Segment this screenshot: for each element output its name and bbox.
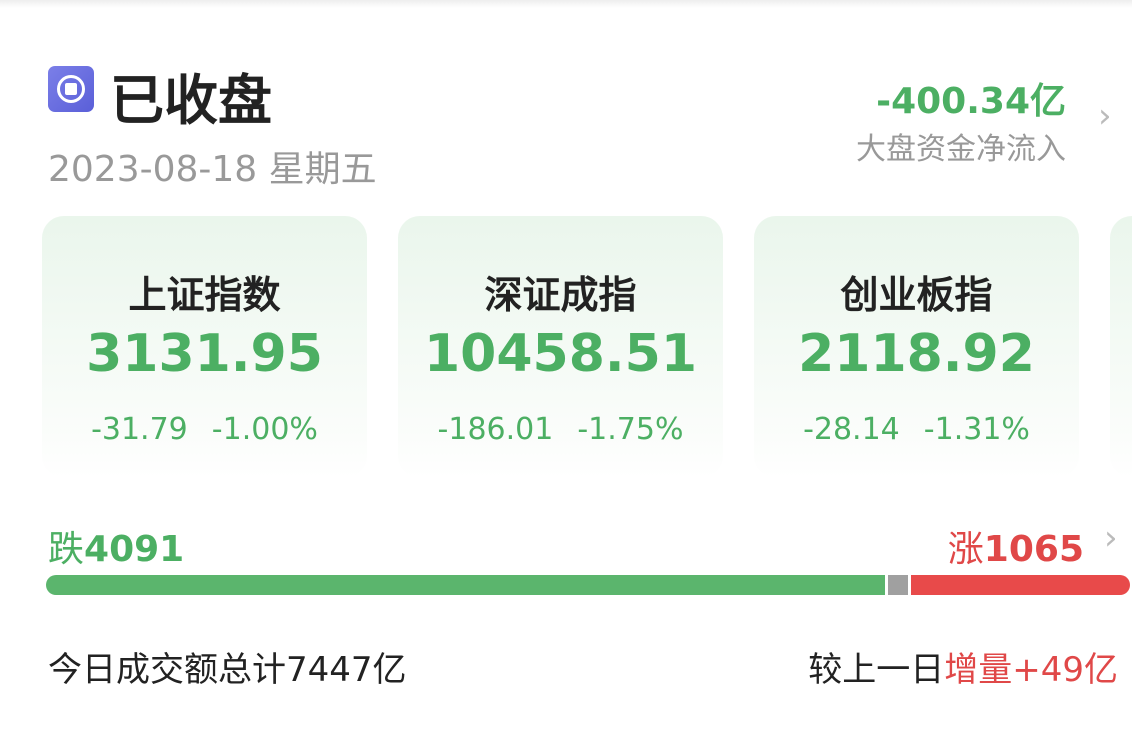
turnover-compare: 较上一日增量+49亿 [808, 650, 1118, 690]
net-flow-label[interactable]: 大盘资金净流入 [856, 132, 1066, 167]
index-card-shanghai[interactable]: 上证指数 3131.95 -31.79 -1.00% [42, 216, 367, 478]
fall-bar [46, 575, 886, 595]
index-change: -31.79 -1.00% [91, 412, 318, 447]
rise-count[interactable]: 涨1065 [947, 529, 1084, 570]
turnover-total: 今日成交额总计7447亿 [48, 650, 407, 690]
index-change: -186.01 -1.75% [437, 412, 684, 447]
index-change: -28.14 -1.31% [803, 412, 1030, 447]
rise-bar [911, 575, 1130, 595]
index-card-partial[interactable] [1110, 216, 1132, 478]
net-flow-value[interactable]: -400.34亿 [876, 81, 1066, 122]
index-value: 3131.95 [86, 324, 323, 384]
index-name: 深证成指 [484, 273, 637, 317]
index-value: 2118.92 [798, 324, 1035, 384]
top-divider [0, 0, 1132, 8]
market-status: 已收盘 [110, 69, 272, 132]
chevron-right-icon[interactable]: › [1098, 96, 1112, 136]
fall-count: 跌4091 [48, 529, 185, 570]
index-name: 上证指数 [128, 273, 281, 317]
index-name: 创业板指 [840, 273, 993, 317]
index-value: 10458.51 [423, 324, 698, 384]
market-closed-icon [48, 66, 94, 112]
trade-date: 2023-08-18 星期五 [48, 149, 377, 190]
chevron-right-icon[interactable]: › [1104, 518, 1118, 558]
flat-bar [888, 575, 909, 595]
index-card-shenzhen[interactable]: 深证成指 10458.51 -186.01 -1.75% [398, 216, 723, 478]
index-card-chinext[interactable]: 创业板指 2118.92 -28.14 -1.31% [754, 216, 1079, 478]
